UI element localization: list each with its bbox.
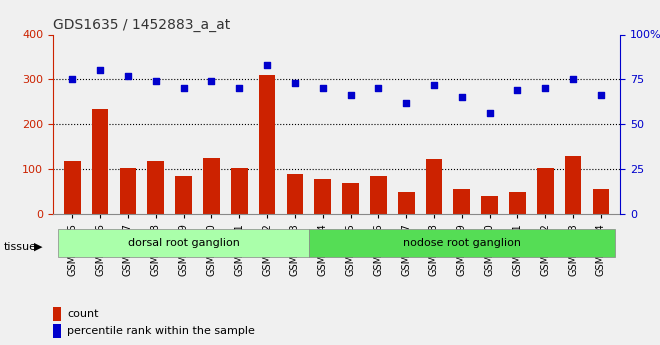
Text: ▶: ▶ [34,242,43,252]
Bar [342,184,359,214]
Point [123,73,133,79]
Bar [314,179,331,214]
Point [178,86,189,91]
Text: dorsal root ganglion: dorsal root ganglion [127,238,240,248]
Point [317,86,328,91]
Point [401,100,411,106]
Point [67,77,78,82]
Bar [509,193,526,214]
Point [373,86,383,91]
Point [595,93,606,98]
FancyBboxPatch shape [309,229,615,257]
Bar [203,158,220,214]
Bar [481,196,498,214]
Point [429,82,440,88]
Bar [147,161,164,214]
Bar [259,75,275,214]
Bar [426,159,442,214]
Point [345,93,356,98]
Point [95,68,106,73]
Point [484,111,495,116]
Point [512,87,523,93]
Point [206,78,216,84]
Bar [453,189,470,214]
Point [234,86,244,91]
FancyBboxPatch shape [58,229,309,257]
Bar [53,307,61,321]
Point [290,80,300,86]
Bar [537,168,554,214]
Bar [53,324,61,338]
Bar [370,176,387,214]
Point [262,62,273,68]
Point [540,86,550,91]
Text: GDS1635 / 1452883_a_at: GDS1635 / 1452883_a_at [53,18,230,32]
Text: percentile rank within the sample: percentile rank within the sample [67,326,255,336]
Bar [92,109,108,214]
Bar [398,193,414,214]
Bar [593,189,609,214]
Point [457,95,467,100]
Bar [231,168,248,214]
Bar [119,168,136,214]
Bar [286,175,303,214]
Bar [64,161,81,214]
Bar [175,176,192,214]
Bar [565,157,581,214]
Point [150,78,161,84]
Text: nodose root ganglion: nodose root ganglion [403,238,521,248]
Text: count: count [67,309,98,319]
Text: tissue: tissue [3,242,36,252]
Point [568,77,578,82]
